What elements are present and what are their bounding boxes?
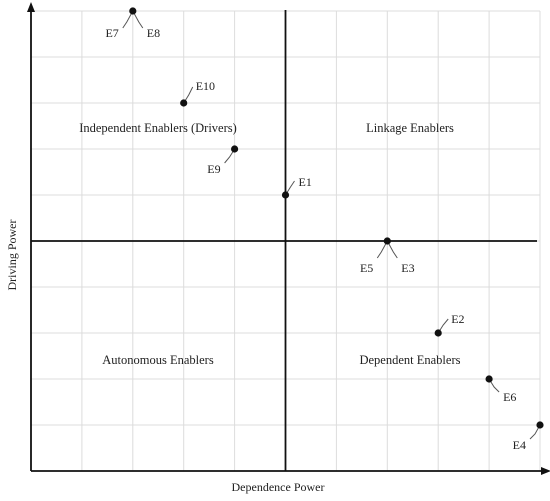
quadrant-label-bottom-right: Dependent Enablers [359, 353, 460, 367]
data-points: E7 E8 E10 E9 E1 E5 E3 E2 E6 E4 [105, 7, 544, 452]
label-leader-line [386, 240, 398, 259]
quadrant-dividers [31, 10, 537, 471]
quadrant-labels: Independent Enablers (Drivers) Linkage E… [79, 121, 460, 367]
quadrant-label-bottom-left: Autonomous Enablers [102, 353, 214, 367]
x-axis-title: Dependence Power [232, 480, 325, 494]
data-point [536, 421, 544, 429]
label-leader-line [376, 240, 388, 259]
point-label: E10 [196, 79, 215, 93]
quadrant-label-top-left: Independent Enablers (Drivers) [79, 121, 237, 135]
point-label: E3 [401, 261, 414, 275]
data-point-group: E1 [281, 175, 312, 199]
point-label: E4 [513, 438, 526, 452]
axes [27, 2, 550, 475]
data-point-group: E10 [180, 79, 215, 107]
data-point [129, 7, 137, 15]
point-label: E1 [299, 175, 312, 189]
data-point [434, 329, 442, 337]
point-label: E7 [105, 26, 118, 40]
point-label: E9 [207, 162, 220, 176]
data-point [180, 99, 188, 107]
data-point [485, 375, 493, 383]
data-point-group: E2 [434, 312, 465, 337]
data-point-group: E9 [207, 145, 239, 176]
quadrant-label-top-right: Linkage Enablers [366, 121, 454, 135]
y-axis-title: Driving Power [5, 220, 19, 291]
data-point-group: E5 E3 [360, 237, 415, 275]
label-leader-line [132, 10, 144, 29]
label-leader-line [122, 10, 134, 29]
data-point [231, 145, 239, 153]
point-label: E5 [360, 261, 373, 275]
point-label: E6 [503, 390, 516, 404]
data-point [281, 191, 290, 199]
data-point [383, 237, 391, 245]
data-point-group: E6 [485, 375, 516, 404]
data-point-group: E4 [513, 421, 544, 452]
point-label: E2 [451, 312, 464, 326]
point-label: E8 [147, 26, 160, 40]
data-point-group: E7 E8 [105, 7, 160, 40]
